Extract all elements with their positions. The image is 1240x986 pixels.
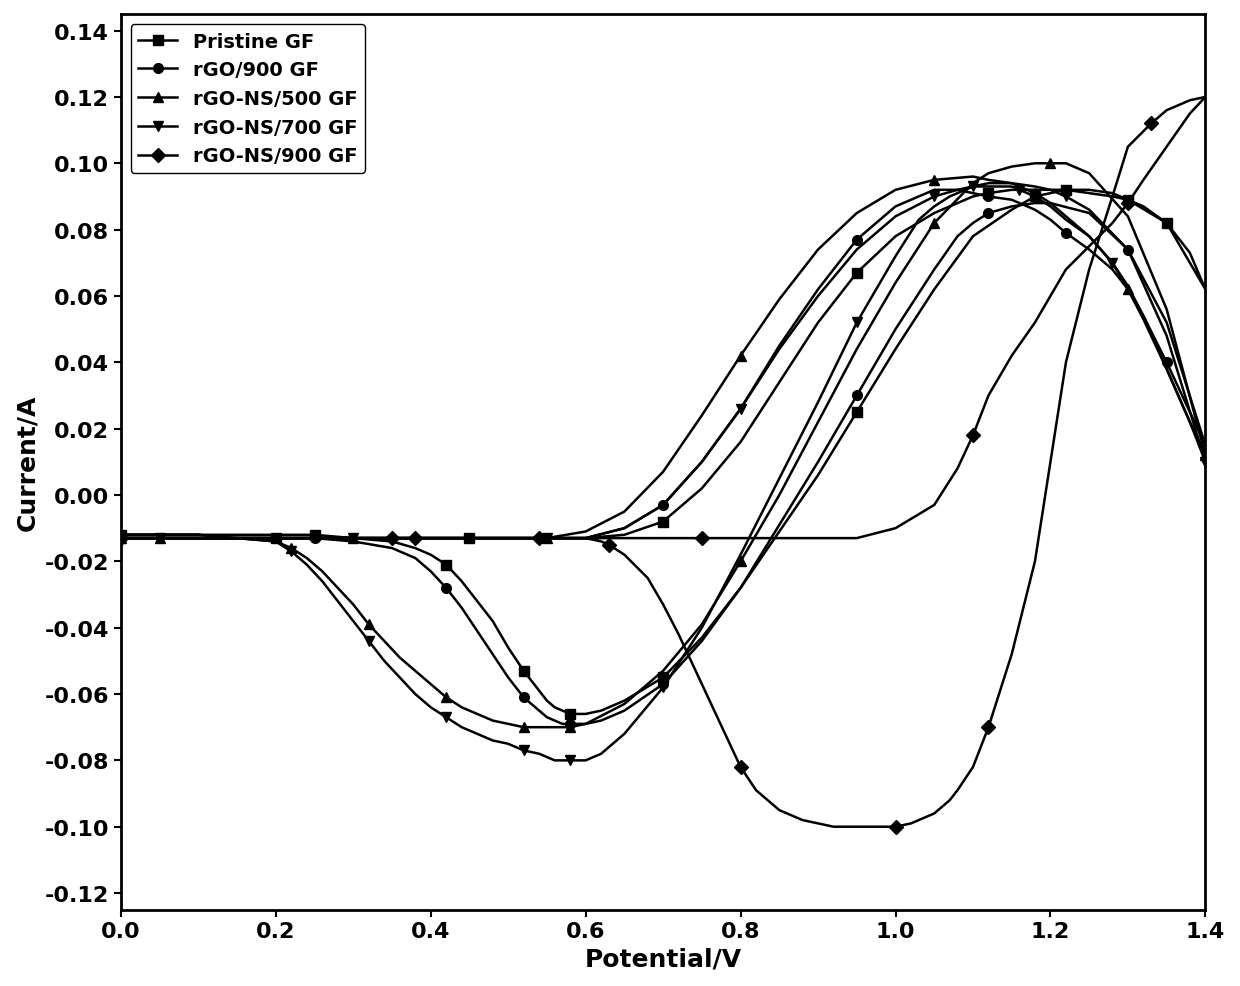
rGO/900 GF [1004,201,1019,213]
rGO-NS/900 GF [919,811,934,823]
rGO-NS/700 GF [911,215,926,227]
rGO-NS/900 GF [1198,92,1213,104]
rGO-NS/500 GF [656,466,671,478]
Line: rGO-NS/900 GF: rGO-NS/900 GF [117,93,1210,832]
rGO-NS/900 GF [113,532,128,544]
Pristine GF [1059,184,1074,196]
rGO-NS/500 GF [113,532,128,544]
Line: rGO/900 GF: rGO/900 GF [117,185,1210,729]
rGO-NS/500 GF [733,350,748,362]
Pristine GF [1012,184,1027,196]
Pristine GF [966,191,981,203]
rGO/900 GF [981,191,996,203]
rGO/900 GF [113,532,128,544]
Line: rGO-NS/500 GF: rGO-NS/500 GF [117,160,1210,733]
rGO-NS/900 GF [1004,649,1019,661]
rGO/900 GF [950,184,965,196]
rGO/900 GF [1028,204,1043,216]
rGO-NS/700 GF [113,532,128,544]
rGO/900 GF [384,532,399,544]
rGO-NS/500 GF [516,722,531,734]
rGO-NS/500 GF [113,532,128,544]
rGO-NS/700 GF [981,178,996,190]
rGO-NS/900 GF [1059,357,1074,369]
Line: rGO-NS/700 GF: rGO-NS/700 GF [117,179,1210,765]
Line: Pristine GF: Pristine GF [117,185,1210,719]
rGO/900 GF [1105,264,1120,276]
rGO-NS/900 GF [113,532,128,544]
rGO/900 GF [113,532,128,544]
Pristine GF [563,708,578,720]
Pristine GF [1043,188,1058,200]
X-axis label: Potential/V: Potential/V [584,947,742,971]
rGO-NS/500 GF [1028,158,1043,170]
rGO-NS/700 GF [570,754,585,766]
rGO/900 GF [556,718,570,730]
rGO/900 GF [1081,245,1096,256]
rGO-NS/900 GF [826,821,841,833]
rGO-NS/700 GF [113,532,128,544]
Pristine GF [1059,184,1074,196]
rGO-NS/900 GF [656,599,671,610]
rGO-NS/900 GF [346,532,361,544]
rGO-NS/500 GF [1043,158,1058,170]
Pristine GF [113,529,128,541]
rGO-NS/700 GF [656,500,671,512]
rGO-NS/700 GF [501,739,516,750]
Pristine GF [1081,188,1096,200]
Pristine GF [113,529,128,541]
rGO-NS/700 GF [1059,191,1074,203]
rGO-NS/900 GF [485,532,500,544]
rGO-NS/700 GF [547,754,562,766]
rGO-NS/500 GF [547,722,562,734]
Y-axis label: Current/A: Current/A [15,394,38,530]
rGO-NS/500 GF [501,718,516,730]
rGO-NS/500 GF [556,722,570,734]
Legend: Pristine GF, rGO/900 GF, rGO-NS/500 GF, rGO-NS/700 GF, rGO-NS/900 GF: Pristine GF, rGO/900 GF, rGO-NS/500 GF, … [130,25,366,174]
Pristine GF [384,532,399,544]
rGO-NS/700 GF [423,702,438,714]
